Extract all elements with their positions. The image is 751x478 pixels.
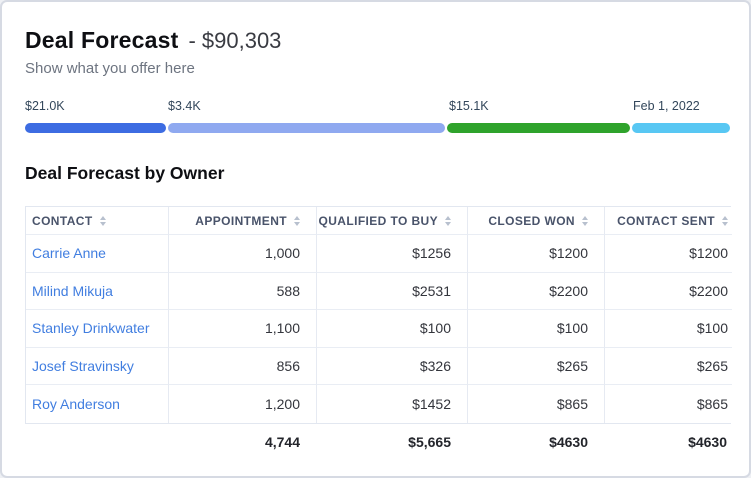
segment-label-4: Feb 1, 2022 bbox=[633, 99, 700, 113]
totals-cell-closed-won: $4630 bbox=[467, 423, 604, 461]
table-row-cell-contact-sent: $100 bbox=[605, 310, 732, 348]
table-row-cell-contact-sent: $265 bbox=[605, 347, 732, 385]
page-title: Deal Forecast bbox=[25, 27, 179, 53]
progress-labels: $21.0K $3.4K $15.1K Feb 1, 2022 bbox=[25, 99, 730, 113]
table-row-cell-contact: Carrie Anne bbox=[26, 235, 169, 273]
card-header: Deal Forecast - $90,303 Show what you of… bbox=[2, 2, 749, 77]
column-header-qualified-to-buy[interactable]: QUALIFIED TO BUY bbox=[317, 207, 468, 235]
progress-bar bbox=[25, 123, 730, 133]
sort-icon[interactable] bbox=[294, 215, 300, 226]
progress-segment-2[interactable] bbox=[168, 123, 445, 133]
column-header-label: APPOINTMENT bbox=[195, 213, 287, 228]
column-header-label: QUALIFIED TO BUY bbox=[318, 213, 438, 228]
table-row-cell-contact-sent: $2200 bbox=[605, 272, 732, 310]
contact-link[interactable]: Josef Stravinsky bbox=[32, 357, 134, 374]
progress-segment-4[interactable] bbox=[632, 123, 730, 133]
table-row-cell-contact-sent: $865 bbox=[605, 385, 732, 423]
table-row-cell-contact: Josef Stravinsky bbox=[26, 347, 169, 385]
sort-icon[interactable] bbox=[99, 215, 106, 226]
column-header-appointment[interactable]: APPOINTMENT bbox=[169, 207, 317, 235]
table-row-cell-qualified-to-buy: $100 bbox=[317, 310, 468, 348]
table-row-cell-closed-won: $265 bbox=[468, 347, 605, 385]
table-row-cell-contact: Roy Anderson bbox=[26, 385, 169, 423]
sort-icon[interactable] bbox=[445, 215, 451, 226]
contact-link[interactable]: Stanley Drinkwater bbox=[32, 320, 150, 337]
contact-link[interactable]: Carrie Anne bbox=[32, 245, 106, 262]
column-header-label: CONTACT bbox=[32, 213, 93, 228]
column-header-label: CLOSED WON bbox=[488, 213, 575, 228]
column-header-closed-won[interactable]: CLOSED WON bbox=[468, 207, 605, 235]
table-row-cell-closed-won: $1200 bbox=[468, 235, 605, 273]
table-row-cell-contact: Stanley Drinkwater bbox=[26, 310, 169, 348]
contact-link[interactable]: Milind Mikuja bbox=[32, 282, 113, 299]
table-row-cell-appointment: 1,100 bbox=[169, 310, 317, 348]
title-row: Deal Forecast - $90,303 bbox=[25, 27, 726, 54]
segment-label-1: $21.0K bbox=[25, 99, 65, 113]
forecast-amount: - $90,303 bbox=[188, 28, 282, 53]
totals-cell-qualified-to-buy: $5,665 bbox=[316, 423, 467, 461]
section-title: Deal Forecast by Owner bbox=[25, 163, 225, 183]
progress-segment-1[interactable] bbox=[25, 123, 166, 133]
progress-segment-3[interactable] bbox=[447, 123, 630, 133]
forecast-progress: $21.0K $3.4K $15.1K Feb 1, 2022 bbox=[25, 99, 730, 133]
table-row-cell-closed-won: $865 bbox=[468, 385, 605, 423]
table-row-cell-appointment: 856 bbox=[169, 347, 317, 385]
page-subtitle: Show what you offer here bbox=[25, 60, 195, 77]
totals-row: 4,744 $5,665 $4630 $4630 bbox=[25, 423, 731, 461]
deal-forecast-table: CONTACT APPOINTMENT QUALIFIED TO BUY CLO… bbox=[25, 206, 732, 424]
column-header-contact-sent[interactable]: CONTACT SENT bbox=[605, 207, 732, 235]
table-row-cell-contact-sent: $1200 bbox=[605, 235, 732, 273]
column-header-contact[interactable]: CONTACT bbox=[26, 207, 169, 235]
table-row-cell-qualified-to-buy: $1256 bbox=[317, 235, 468, 273]
segment-label-2: $3.4K bbox=[168, 99, 201, 113]
table-row-cell-qualified-to-buy: $2531 bbox=[317, 272, 468, 310]
table-row-cell-appointment: 1,000 bbox=[169, 235, 317, 273]
totals-cell-appointment: 4,744 bbox=[168, 423, 316, 461]
table-row-cell-appointment: 588 bbox=[169, 272, 317, 310]
table-row-cell-contact: Milind Mikuja bbox=[26, 272, 169, 310]
table-row-cell-qualified-to-buy: $1452 bbox=[317, 385, 468, 423]
table-row-cell-closed-won: $2200 bbox=[468, 272, 605, 310]
table-row-cell-qualified-to-buy: $326 bbox=[317, 347, 468, 385]
contact-link[interactable]: Roy Anderson bbox=[32, 395, 120, 412]
sort-icon[interactable] bbox=[582, 215, 588, 226]
segment-label-3: $15.1K bbox=[449, 99, 489, 113]
table-row-cell-appointment: 1,200 bbox=[169, 385, 317, 423]
totals-cell-contact-sent: $4630 bbox=[604, 423, 731, 461]
sort-icon[interactable] bbox=[722, 215, 728, 226]
column-header-label: CONTACT SENT bbox=[617, 213, 715, 228]
totals-cell-contact bbox=[25, 423, 168, 461]
table-row-cell-closed-won: $100 bbox=[468, 310, 605, 348]
